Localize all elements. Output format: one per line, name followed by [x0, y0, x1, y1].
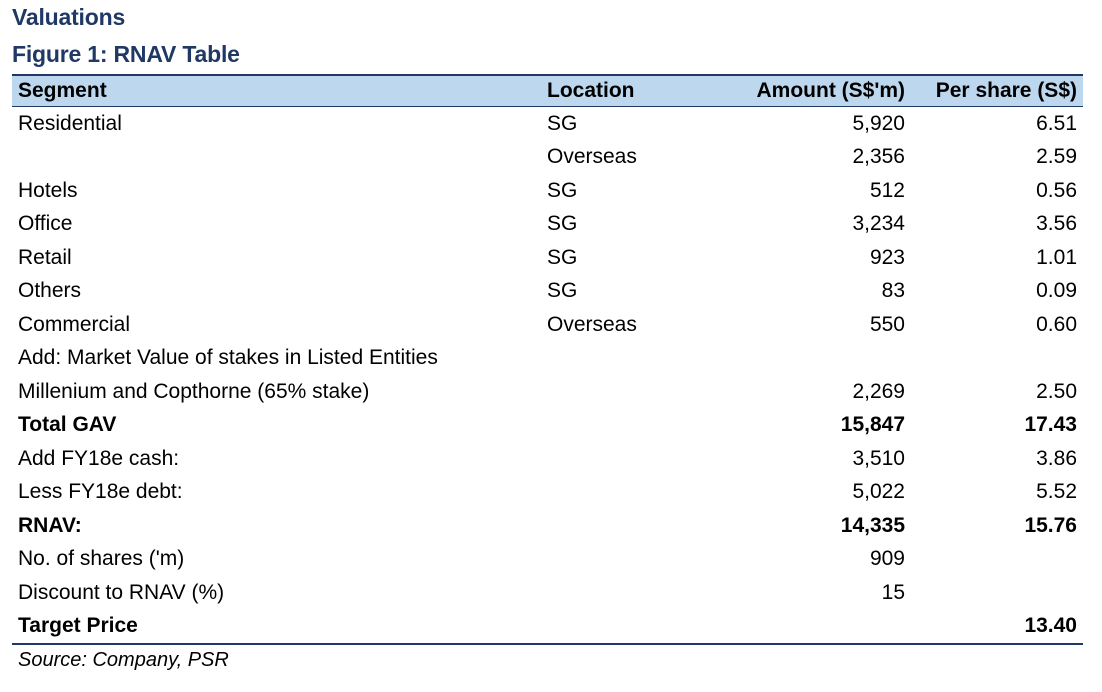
cell-segment: Discount to RNAV (%)	[18, 580, 225, 604]
cell-amount: 15	[881, 580, 905, 604]
cell-amount: 909	[869, 547, 905, 571]
cell-per-share: 0.56	[1036, 178, 1077, 202]
cell-amount: 15,847	[840, 413, 905, 437]
section-title: Valuations	[12, 4, 126, 30]
figure-title: Figure 1: RNAV Table	[12, 41, 240, 67]
cell-segment: Total GAV	[18, 413, 117, 437]
cell-segment: Hotels	[18, 178, 78, 202]
table-row: Office SG 3,234 3.56	[12, 208, 1083, 242]
header-amount: Amount (S$'m)	[756, 79, 906, 102]
table-row: Others SG 83 0.09	[12, 275, 1083, 309]
table-row: Total GAV 15,847 17.43	[12, 409, 1083, 443]
cell-segment: Retail	[18, 245, 72, 269]
cell-per-share: 15.76	[1024, 513, 1077, 537]
table-row: RNAV: 14,335 15.76	[12, 509, 1083, 543]
cell-segment: Others	[18, 279, 82, 303]
cell-per-share: 13.40	[1024, 614, 1077, 638]
cell-per-share: 6.51	[1036, 111, 1077, 135]
table-row: Commercial Overseas 550 0.60	[12, 308, 1083, 342]
cell-segment: No. of shares ('m)	[18, 547, 185, 571]
header-per-share: Per share (S$)	[935, 79, 1077, 102]
cell-per-share: 1.01	[1036, 245, 1077, 269]
table-row: Hotels SG 512 0.56	[12, 174, 1083, 208]
table-row: Less FY18e debt: 5,022 5.52	[12, 476, 1083, 510]
table-row: Add FY18e cash: 3,510 3.86	[12, 442, 1083, 476]
cell-amount: 2,356	[852, 145, 905, 169]
cell-location: Overseas	[547, 145, 637, 169]
table-row: Target Price 13.40	[12, 610, 1083, 645]
cell-amount: 5,022	[852, 480, 905, 504]
cell-segment: Less FY18e debt:	[18, 480, 183, 504]
cell-per-share: 3.86	[1036, 446, 1077, 470]
cell-location: SG	[547, 245, 578, 269]
cell-amount: 512	[869, 178, 905, 202]
table-row: Millenium and Copthorne (65% stake) 2,269…	[12, 375, 1083, 409]
cell-per-share: 0.09	[1036, 279, 1077, 303]
cell-segment: Office	[18, 212, 73, 236]
cell-amount: 2,269	[852, 379, 905, 403]
table-row: Residential SG 5,920 6.51	[12, 107, 1083, 141]
cell-segment: Millenium and Copthorne (65% stake)	[18, 379, 370, 403]
cell-per-share: 5.52	[1036, 480, 1077, 504]
cell-location: Overseas	[547, 312, 637, 336]
cell-location: SG	[547, 212, 578, 236]
cell-segment: Residential	[18, 111, 122, 135]
cell-amount: 923	[869, 245, 905, 269]
cell-amount: 83	[881, 279, 905, 303]
cell-location: SG	[547, 279, 578, 303]
cell-segment: Target Price	[18, 614, 138, 638]
cell-per-share: 3.56	[1036, 212, 1077, 236]
table-row: No. of shares ('m) 909	[12, 543, 1083, 577]
cell-location: SG	[547, 111, 578, 135]
table-header: Segment Location Amount (S$'m) Per share…	[12, 74, 1083, 107]
cell-per-share: 2.50	[1036, 379, 1077, 403]
cell-segment: Add FY18e cash:	[18, 446, 180, 470]
cell-segment: Commercial	[18, 312, 131, 336]
table-row: Add: Market Value of stakes in Listed En…	[12, 342, 1083, 376]
source-note: Source: Company, PSR	[18, 649, 229, 671]
cell-amount: 14,335	[840, 513, 905, 537]
cell-segment: Add: Market Value of stakes in Listed En…	[18, 346, 438, 370]
cell-amount: 3,510	[852, 446, 905, 470]
cell-location: SG	[547, 178, 578, 202]
cell-amount: 3,234	[852, 212, 905, 236]
header-segment: Segment	[18, 79, 107, 102]
cell-per-share: 0.60	[1036, 312, 1077, 336]
cell-amount: 550	[869, 312, 905, 336]
table-row: Retail SG 923 1.01	[12, 241, 1083, 275]
table-row: Overseas 2,356 2.59	[12, 141, 1083, 175]
table-row: Discount to RNAV (%) 15	[12, 576, 1083, 610]
cell-per-share: 17.43	[1024, 413, 1077, 437]
header-location: Location	[547, 79, 635, 102]
cell-amount: 5,920	[852, 111, 905, 135]
table-body: Residential SG 5,920 6.51 Overseas 2,356 2.59 H…	[12, 107, 1083, 645]
rnav-table: Segment Location Amount (S$'m) Per share…	[12, 74, 1083, 676]
cell-segment: RNAV:	[18, 513, 82, 537]
cell-per-share: 2.59	[1036, 145, 1077, 169]
